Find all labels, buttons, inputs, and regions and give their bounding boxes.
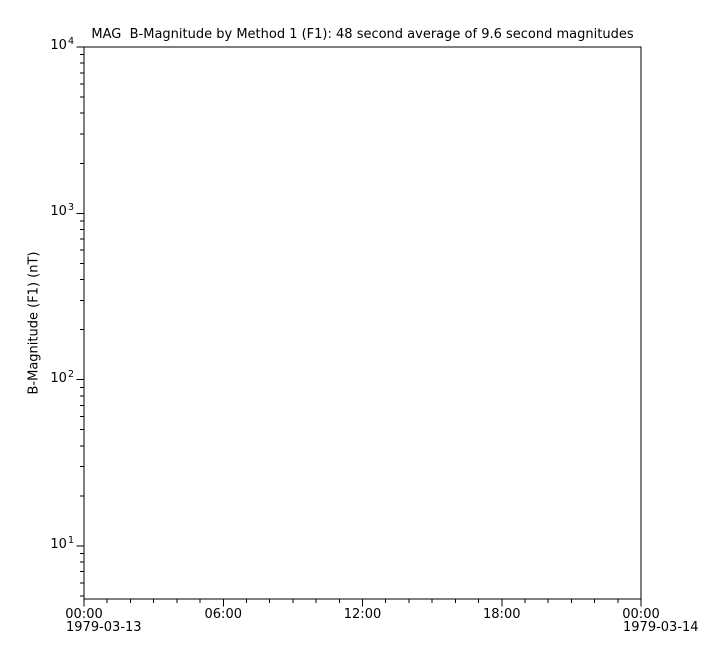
x-date-label: 1979-03-14 <box>623 620 699 635</box>
plot-border <box>83 46 642 600</box>
x-date-label: 1979-03-13 <box>66 620 142 635</box>
y-tick-exponent: 3 <box>67 202 74 214</box>
x-tick-label: 12:00 <box>343 607 382 622</box>
y-tick-exponent: 1 <box>67 534 74 546</box>
y-tick-label: 102 <box>14 368 74 388</box>
y-tick-label: 104 <box>14 36 74 55</box>
x-tick-label: 00:00 <box>622 607 660 622</box>
x-tick-label: 18:00 <box>483 607 521 622</box>
y-tick-base: 10 <box>50 38 67 53</box>
x-tick-label: 00:00 <box>65 607 103 622</box>
y-tick-base: 10 <box>50 370 67 386</box>
y-tick-base: 10 <box>50 204 67 220</box>
y-tick-exponent: 2 <box>67 368 74 380</box>
y-tick-label: 103 <box>14 202 74 221</box>
x-tick-label: 06:00 <box>204 607 242 622</box>
chart-title: MAG B-Magnitude by Method 1 (F1): 48 sec… <box>91 27 634 42</box>
y-tick-label: 101 <box>14 534 74 554</box>
y-tick-exponent: 4 <box>67 36 74 47</box>
y-tick-base: 10 <box>50 536 67 552</box>
